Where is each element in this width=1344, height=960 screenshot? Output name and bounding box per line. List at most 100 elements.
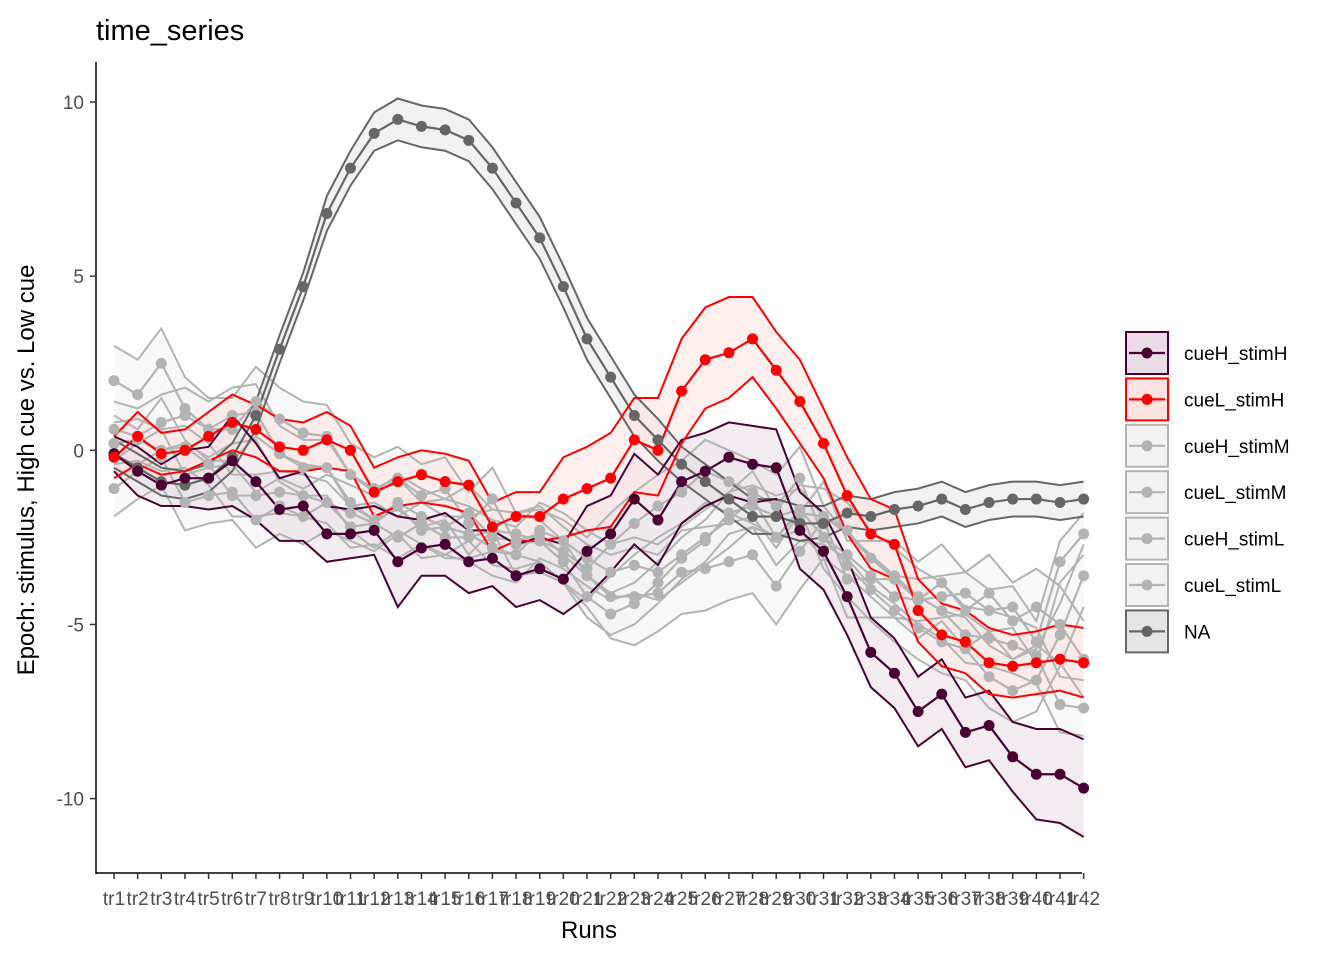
point-na bbox=[723, 493, 735, 505]
ribbon-lower-cuel-stimh bbox=[113, 375, 1084, 699]
point-cueh-stimh bbox=[794, 524, 806, 536]
point-cuel-stiml bbox=[652, 577, 664, 589]
point-cueh-stiml bbox=[1078, 702, 1090, 714]
point-cueh-stimh bbox=[463, 556, 475, 568]
point-cuel-stimm bbox=[1007, 615, 1019, 627]
ribbon-lower-na bbox=[113, 139, 1084, 542]
point-cuel-stimm bbox=[794, 545, 806, 557]
point-cueh-stimh bbox=[132, 465, 144, 477]
point-cuel-stimh bbox=[321, 434, 333, 446]
legend-label: cueL_stimL bbox=[1184, 576, 1281, 597]
ribbon-upper-cueh-stiml bbox=[113, 428, 1084, 682]
point-cuel-stimh bbox=[959, 636, 971, 648]
x-ticks: tr1 tr2 tr3 tr4 tr5 tr6 tr7 tr8 tr9tr10tr11tr12t… bbox=[103, 873, 1100, 910]
point-cueh-stiml bbox=[983, 632, 995, 644]
ribbon-na bbox=[114, 98, 1084, 541]
point-cueh-stimm bbox=[865, 584, 877, 596]
point-cueh-stimh bbox=[770, 462, 782, 474]
point-cuel-stimh bbox=[841, 490, 853, 502]
point-cuel-stiml bbox=[865, 570, 877, 582]
point-na bbox=[1007, 493, 1019, 505]
point-cuel-stimh bbox=[936, 629, 948, 641]
x-tick-label: tr17 bbox=[476, 889, 509, 910]
point-cueh-stiml bbox=[108, 483, 120, 495]
point-cuel-stiml bbox=[841, 549, 853, 561]
point-na bbox=[415, 120, 427, 132]
x-tick-label: tr41 bbox=[1044, 889, 1077, 910]
point-cueh-stimh bbox=[226, 455, 238, 467]
point-cueh-stiml bbox=[179, 497, 191, 509]
point-cueh-stimh bbox=[155, 479, 167, 491]
point-cuel-stimm bbox=[1030, 601, 1042, 613]
ribbon-upper-cueh-stimh bbox=[113, 413, 1085, 741]
point-cuel-stiml bbox=[250, 490, 262, 502]
point-cuel-stimh bbox=[155, 448, 167, 460]
point-cuel-stimh bbox=[510, 510, 522, 522]
ribbon-lower-cueh-stimh bbox=[113, 470, 1085, 838]
legend-key-point bbox=[1141, 347, 1153, 359]
point-cueh-stimm bbox=[770, 500, 782, 512]
point-cuel-stiml bbox=[108, 437, 120, 449]
x-tick-label: tr15 bbox=[429, 889, 462, 910]
point-cueh-stiml bbox=[888, 570, 900, 582]
x-tick-label: tr14 bbox=[405, 889, 438, 910]
point-cueh-stiml bbox=[628, 559, 640, 571]
point-cueh-stimh bbox=[581, 545, 593, 557]
point-cueh-stimm bbox=[1007, 685, 1019, 697]
point-na bbox=[463, 134, 475, 146]
legend-item-cuel-stiml: cueL_stimL bbox=[1125, 563, 1281, 607]
point-cueh-stiml bbox=[605, 566, 617, 578]
x-tick-label: tr34 bbox=[878, 889, 911, 910]
x-tick-label: tr22 bbox=[594, 889, 627, 910]
point-cueh-stimh bbox=[1078, 782, 1090, 794]
x-tick-label: tr33 bbox=[854, 889, 887, 910]
point-cueh-stimh bbox=[605, 528, 617, 540]
x-tick-label: tr39 bbox=[996, 889, 1029, 910]
point-cuel-stiml bbox=[534, 535, 546, 547]
point-na bbox=[1030, 493, 1042, 505]
point-cueh-stimh bbox=[179, 472, 191, 484]
point-cuel-stiml bbox=[1054, 556, 1066, 568]
point-na bbox=[652, 434, 664, 446]
point-cuel-stimh bbox=[132, 430, 144, 442]
point-cuel-stimh bbox=[108, 451, 120, 463]
legend-item-cueh-stimm: cueH_stimM bbox=[1125, 423, 1290, 468]
ribbon-lower-cuel-stiml bbox=[113, 459, 1085, 666]
point-cueh-stiml bbox=[486, 542, 498, 554]
point-cuel-stiml bbox=[581, 591, 593, 603]
series-points bbox=[108, 113, 1090, 794]
point-cueh-stimm bbox=[723, 476, 735, 488]
point-cueh-stiml bbox=[510, 549, 522, 561]
point-cuel-stimh bbox=[888, 538, 900, 550]
point-cuel-stimm bbox=[581, 570, 593, 582]
point-cueh-stimm bbox=[983, 671, 995, 683]
x-tick-label: tr25 bbox=[665, 889, 698, 910]
point-na bbox=[605, 371, 617, 383]
point-cueh-stimm bbox=[1054, 629, 1066, 641]
x-tick-label: tr10 bbox=[310, 889, 343, 910]
point-cueh-stimm bbox=[628, 517, 640, 529]
point-cueh-stimh bbox=[321, 528, 333, 540]
point-cueh-stiml bbox=[250, 514, 262, 526]
point-cueh-stimh bbox=[818, 545, 829, 557]
x-tick-label: tr18 bbox=[500, 889, 533, 910]
point-cuel-stiml bbox=[888, 591, 900, 603]
point-na bbox=[274, 343, 286, 355]
point-cuel-stiml bbox=[415, 517, 427, 529]
legend-key-point bbox=[1141, 440, 1153, 452]
point-cueh-stimh bbox=[865, 646, 877, 658]
point-cuel-stimh bbox=[912, 605, 924, 617]
point-cuel-stimh bbox=[628, 434, 640, 446]
point-na bbox=[345, 162, 356, 174]
ribbon-lower-cuel-stimm bbox=[113, 438, 1085, 699]
x-tick-label: tr16 bbox=[452, 889, 485, 910]
y-tick-label: -10 bbox=[57, 790, 84, 811]
point-cueh-stiml bbox=[203, 490, 215, 502]
point-cueh-stimh bbox=[534, 563, 546, 575]
point-cuel-stiml bbox=[274, 486, 286, 498]
point-cuel-stiml bbox=[912, 594, 924, 606]
point-na bbox=[297, 281, 309, 293]
x-tick-label: tr31 bbox=[807, 889, 840, 910]
point-cueh-stimh bbox=[297, 500, 309, 512]
point-cuel-stiml bbox=[1078, 528, 1090, 540]
